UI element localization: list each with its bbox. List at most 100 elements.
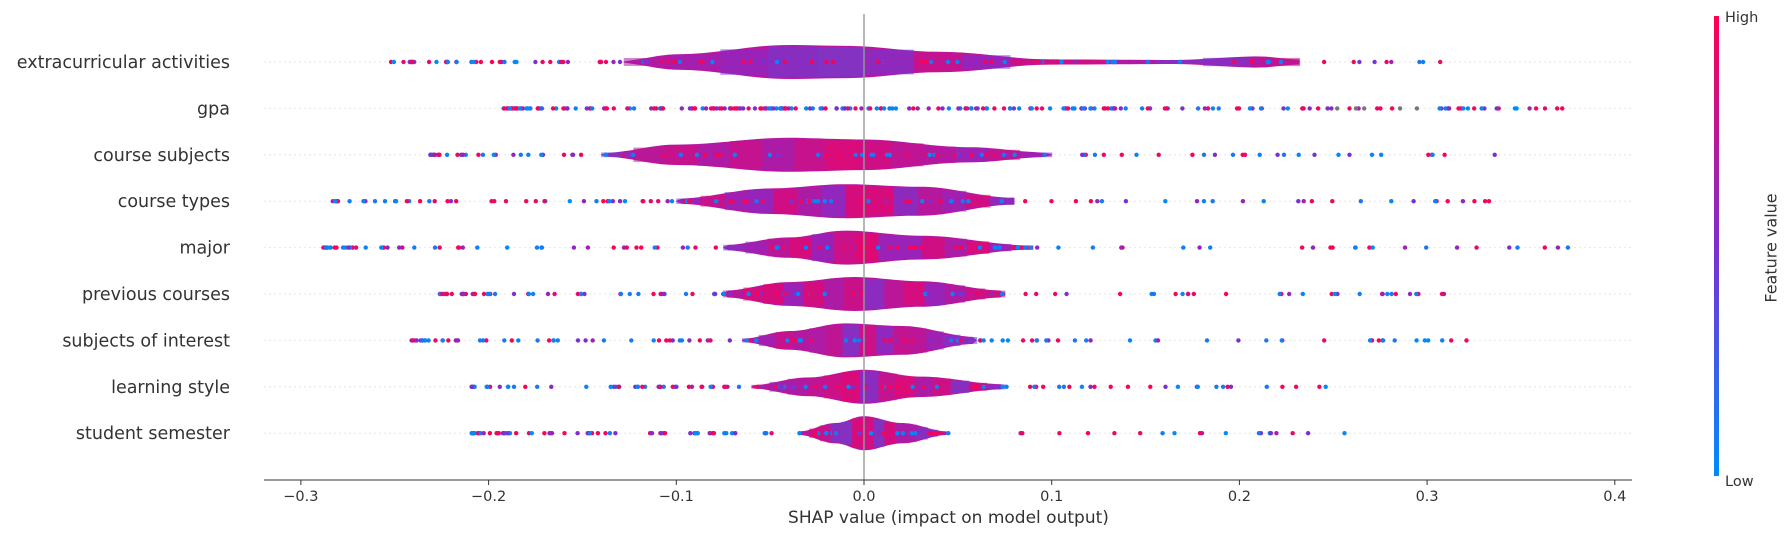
shap-dot: [1397, 106, 1403, 111]
shap-dot: [611, 59, 616, 65]
shap-dot: [834, 384, 840, 389]
shap-dot: [1424, 245, 1429, 250]
shap-dot: [1002, 59, 1007, 65]
shap-dot: [486, 291, 492, 297]
shap-dot: [1044, 338, 1049, 343]
shap-dot: [823, 152, 828, 157]
shap-dot: [444, 152, 450, 157]
shap-dot: [1293, 384, 1299, 389]
shap-dot: [1358, 199, 1364, 204]
shap-dot: [1195, 106, 1201, 111]
shap-dot: [922, 291, 928, 297]
shap-dot: [575, 431, 580, 436]
shap-dot: [850, 384, 856, 389]
shap-dot: [746, 291, 751, 297]
shap-dot: [1264, 384, 1270, 389]
shap-dot: [859, 199, 864, 204]
shap-dot: [1072, 338, 1078, 343]
shap-dot: [910, 338, 915, 343]
shap-dot: [1393, 291, 1399, 297]
shap-dot: [1191, 291, 1197, 297]
shap-dot: [989, 338, 994, 343]
x-tick-label: 0.0: [852, 489, 875, 505]
shap-dot: [868, 106, 873, 111]
shap-dot: [979, 152, 984, 157]
shap-dot: [454, 59, 459, 65]
shap-dot: [775, 291, 780, 297]
shap-dot: [752, 106, 758, 111]
shap-dot: [575, 338, 581, 343]
shap-dot: [813, 384, 819, 389]
shap-dot: [1362, 106, 1367, 111]
shap-dot: [363, 245, 368, 250]
shap-dot: [975, 291, 981, 297]
shap-dot: [990, 291, 995, 297]
shap-dot: [347, 199, 352, 204]
shap-dot: [727, 291, 732, 297]
shap-dot: [1533, 106, 1539, 111]
shap-dot: [1565, 245, 1571, 250]
shap-dot: [1123, 106, 1128, 111]
shap-dot: [420, 338, 425, 343]
shap-dot: [547, 431, 552, 436]
shap-dot: [1281, 106, 1286, 111]
shap-dot: [1449, 338, 1454, 343]
shap-dot: [1134, 152, 1139, 157]
shap-dot: [1175, 384, 1181, 389]
shap-dot: [1315, 106, 1321, 111]
x-tick-label: 0.2: [1228, 489, 1251, 505]
shap-dot: [1084, 338, 1089, 343]
shap-dot: [960, 199, 965, 204]
shap-dot: [1095, 199, 1100, 204]
shap-dot: [1438, 59, 1443, 65]
shap-dot: [953, 152, 958, 157]
shap-dot: [1005, 338, 1011, 343]
shap-dot: [1059, 59, 1064, 65]
shap-dot: [980, 106, 986, 111]
shap-dot: [710, 431, 715, 436]
shap-dot: [766, 106, 771, 111]
violin-segment: [823, 279, 845, 309]
shap-dot: [534, 245, 540, 250]
shap-dot: [629, 338, 634, 343]
violin-segment: [950, 380, 970, 393]
shap-dot: [713, 291, 718, 297]
shap-dot: [545, 291, 551, 297]
shap-dot: [853, 106, 858, 111]
shap-dot: [1275, 152, 1280, 157]
shap-dot: [1357, 59, 1362, 65]
shap-dot: [1022, 199, 1028, 204]
violin-segment: [884, 280, 905, 307]
shap-dot: [426, 59, 432, 65]
shap-dot: [1515, 245, 1520, 250]
shap-dot: [1090, 245, 1096, 250]
shap-dot: [1057, 431, 1062, 436]
violin-segment: [1010, 245, 1034, 250]
shap-dot: [445, 199, 450, 204]
shap-dot: [542, 199, 547, 204]
shap-dot: [959, 291, 964, 297]
shap-dot: [1201, 199, 1207, 204]
shap-dot: [325, 245, 330, 250]
shap-dot: [798, 338, 804, 343]
shap-dot: [1347, 106, 1352, 111]
shap-dot: [895, 245, 900, 250]
shap-dot: [833, 431, 839, 436]
shap-dot: [1163, 384, 1168, 389]
shap-dot: [824, 59, 829, 65]
shap-dot: [1322, 338, 1327, 343]
shap-dot: [481, 431, 486, 436]
shap-dot: [1255, 59, 1260, 65]
violin-segment: [862, 417, 874, 449]
shap-dot: [1172, 431, 1177, 436]
feature-label: extracurricular activities: [17, 53, 230, 73]
shap-dot: [1173, 291, 1178, 297]
shap-dot: [1305, 431, 1311, 436]
shap-dot: [509, 338, 514, 343]
shap-dot: [1156, 152, 1161, 157]
x-tick-label: 0.1: [1040, 489, 1063, 505]
shap-dot: [723, 384, 728, 389]
shap-dot: [1088, 106, 1093, 111]
shap-dot: [652, 245, 657, 250]
